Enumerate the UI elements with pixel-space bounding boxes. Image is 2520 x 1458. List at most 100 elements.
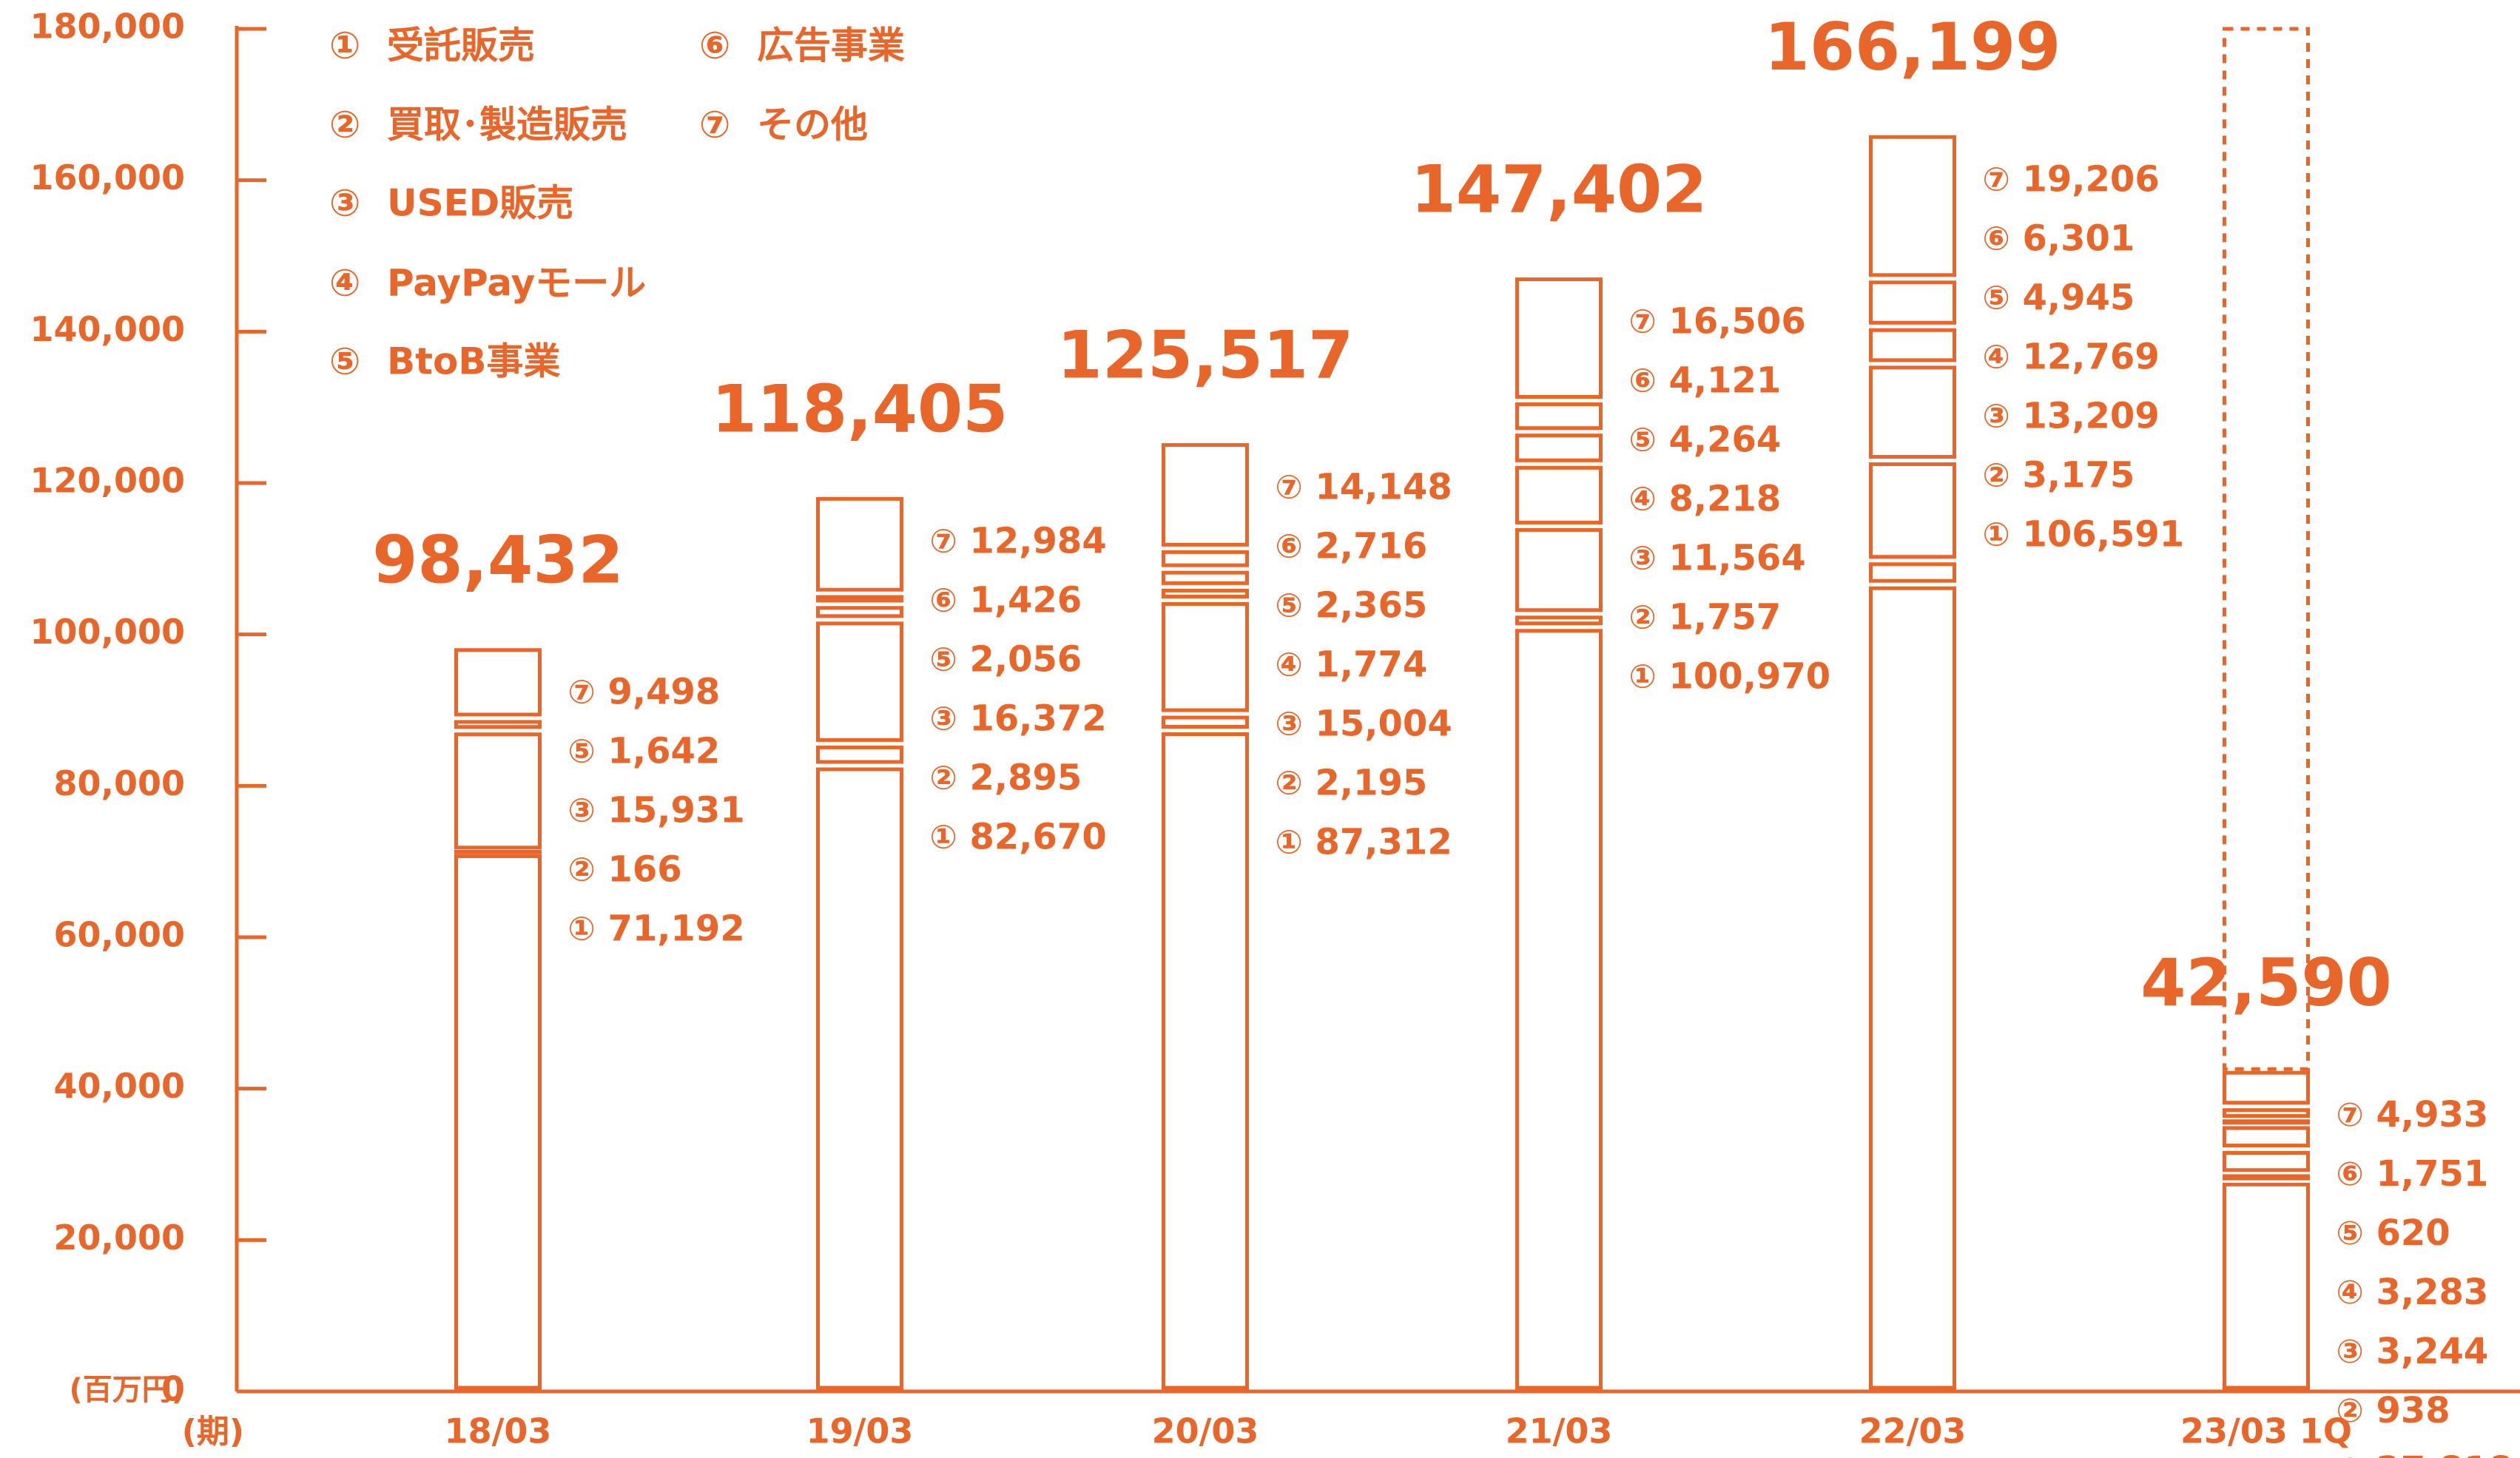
bar-segment <box>2223 1151 2310 1172</box>
bar-segment <box>1162 443 1249 547</box>
total-label: 166,199 <box>1765 9 2061 85</box>
bar-segment <box>1869 562 1956 583</box>
value-marker: ③ <box>2337 1333 2364 1371</box>
bar-segment <box>816 496 903 592</box>
value-label: 2,365 <box>1315 585 1428 627</box>
value-marker: ③ <box>568 792 596 830</box>
bar-segment <box>1515 527 1603 612</box>
value-label: 6,301 <box>2023 217 2135 259</box>
y-tick-label: 40,000 <box>53 1066 185 1106</box>
value-marker: ① <box>568 911 596 948</box>
value-marker: ⑦ <box>1276 469 1303 507</box>
bar-segment <box>1162 570 1249 585</box>
value-label: 15,004 <box>1315 703 1452 745</box>
value-marker: ④ <box>2337 1274 2364 1312</box>
legend-label: 受託販売 <box>387 24 535 67</box>
total-label: 118,405 <box>712 371 1008 447</box>
value-marker: ⑦ <box>930 522 957 560</box>
y-tick-label: 140,000 <box>30 309 185 349</box>
bar-segment <box>1515 629 1603 1390</box>
value-marker: ② <box>1983 456 2010 494</box>
legend-marker: ④ <box>329 262 360 305</box>
value-marker: ⑥ <box>1276 528 1303 566</box>
bar-segment <box>816 745 903 764</box>
value-label: 1,426 <box>970 579 1082 621</box>
value-label: 2,195 <box>1315 763 1428 804</box>
legend-label: その他 <box>757 104 868 146</box>
x-tick-label: 23/03 1Q <box>2180 1411 2352 1451</box>
value-label: 71,192 <box>608 908 745 950</box>
bar-segment <box>816 621 903 742</box>
y-tick-label: 120,000 <box>30 461 185 501</box>
value-label: 15,931 <box>608 790 745 831</box>
value-label: 2,056 <box>970 638 1082 680</box>
value-label: 1,642 <box>608 731 721 772</box>
bar-segment <box>1869 328 1956 362</box>
value-marker: ① <box>2337 1451 2364 1458</box>
value-label: 3,283 <box>2376 1272 2489 1313</box>
legend-marker: ⑦ <box>699 104 730 146</box>
value-label: 4,945 <box>2023 277 2135 318</box>
bar-segment <box>1869 135 1956 277</box>
value-label: 1,757 <box>1669 597 1782 638</box>
legend-marker: ⑤ <box>329 340 360 383</box>
x-tick-label: 21/03 <box>1506 1411 1613 1451</box>
bar-segment <box>1869 365 1956 459</box>
y-tick-label: 180,000 <box>30 7 185 47</box>
value-label: 1,774 <box>1315 644 1428 686</box>
value-marker: ④ <box>1276 647 1303 684</box>
value-label: 16,372 <box>970 698 1107 739</box>
y-tick-label: 80,000 <box>53 763 185 803</box>
bar-segment <box>1162 602 1249 712</box>
bar-segment <box>2223 1174 2310 1181</box>
legend-marker: ① <box>329 24 360 67</box>
value-label: 1,751 <box>2376 1153 2489 1195</box>
value-marker: ③ <box>930 700 957 738</box>
value-marker: ③ <box>1983 397 2010 435</box>
bar-segment <box>1162 715 1249 729</box>
value-marker: ③ <box>1276 706 1303 743</box>
value-marker: ① <box>930 818 957 856</box>
value-marker: ② <box>568 851 596 889</box>
value-label: 3,244 <box>2376 1331 2489 1372</box>
bar-segment <box>1515 465 1603 524</box>
bar-segment <box>1162 732 1249 1390</box>
value-marker: ① <box>1629 658 1657 696</box>
value-marker: ⑥ <box>1983 220 2010 257</box>
bar-segment <box>454 849 542 854</box>
y-tick-label: 60,000 <box>53 915 185 955</box>
bar-segment <box>454 854 542 1390</box>
value-marker: ③ <box>1629 540 1657 578</box>
bar-segment <box>1162 588 1249 599</box>
value-label: 938 <box>2376 1390 2450 1431</box>
value-marker: ⑥ <box>1629 362 1657 400</box>
value-marker: ⑥ <box>2337 1155 2364 1193</box>
legend-marker: ② <box>329 104 360 146</box>
bar-segment <box>454 720 542 729</box>
bar-segment <box>2223 1070 2310 1105</box>
total-label: 42,590 <box>2140 945 2392 1021</box>
value-label: 19,206 <box>2023 158 2160 200</box>
value-marker: ⑤ <box>1983 279 2010 317</box>
bar-segment <box>2223 1126 2310 1148</box>
value-label: 4,933 <box>2376 1094 2489 1135</box>
value-marker: ⑦ <box>1629 303 1657 341</box>
bar-segment <box>2223 1182 2310 1390</box>
value-marker: ⑤ <box>568 733 596 771</box>
bar-segment <box>454 732 542 850</box>
value-marker: ② <box>2337 1392 2364 1430</box>
value-marker: ⑤ <box>930 641 957 678</box>
bar-segment <box>1515 402 1603 431</box>
bar-segment <box>2223 1119 2310 1125</box>
bar-segment <box>2223 1108 2310 1118</box>
legend-label: USED販売 <box>387 182 573 225</box>
value-label: 2,716 <box>1315 526 1428 567</box>
value-label: 4,264 <box>1669 419 1782 461</box>
value-label: 11,564 <box>1669 538 1806 579</box>
value-label: 27,818 <box>2376 1449 2513 1458</box>
bar-segment <box>1515 615 1603 626</box>
bar-segment <box>454 648 542 717</box>
bar-segment <box>816 767 903 1390</box>
legend-marker: ③ <box>329 182 360 225</box>
total-label: 125,517 <box>1057 317 1354 393</box>
